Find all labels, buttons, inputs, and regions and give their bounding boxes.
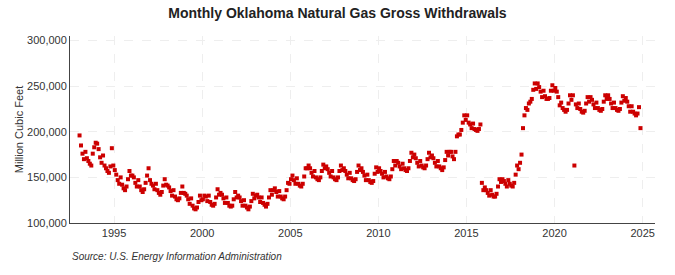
svg-text:2020: 2020 [542, 227, 566, 239]
svg-text:250,000: 250,000 [27, 80, 67, 92]
svg-text:300,000: 300,000 [27, 34, 67, 46]
svg-text:100,000: 100,000 [27, 217, 67, 229]
svg-text:2000: 2000 [190, 227, 214, 239]
svg-text:Monthly Oklahoma Natural Gas G: Monthly Oklahoma Natural Gas Gross Withd… [168, 5, 506, 21]
svg-text:Source: U.S. Energy Informatio: Source: U.S. Energy Information Administ… [72, 251, 282, 262]
svg-text:2025: 2025 [630, 227, 654, 239]
svg-text:200,000: 200,000 [27, 126, 67, 138]
svg-text:Million Cubic Feet: Million Cubic Feet [13, 86, 25, 173]
svg-text:150,000: 150,000 [27, 171, 67, 183]
svg-text:2015: 2015 [454, 227, 478, 239]
svg-text:2005: 2005 [278, 227, 302, 239]
svg-text:1995: 1995 [102, 227, 126, 239]
svg-text:2010: 2010 [366, 227, 390, 239]
